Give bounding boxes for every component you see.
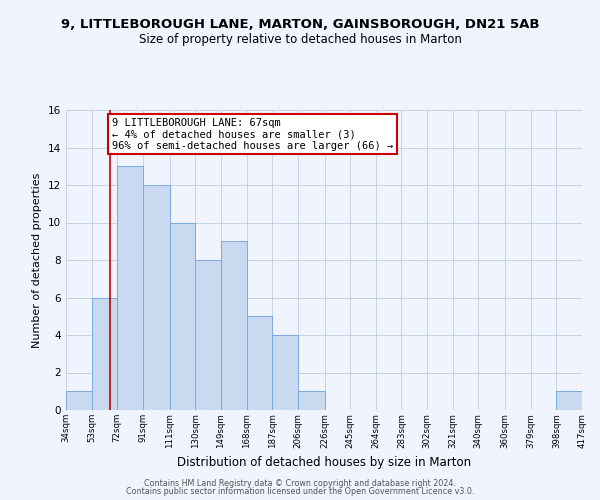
Y-axis label: Number of detached properties: Number of detached properties	[32, 172, 43, 348]
Text: Contains HM Land Registry data © Crown copyright and database right 2024.: Contains HM Land Registry data © Crown c…	[144, 478, 456, 488]
Text: Contains public sector information licensed under the Open Government Licence v3: Contains public sector information licen…	[126, 487, 474, 496]
Bar	[221, 242, 247, 410]
Bar	[117, 166, 143, 410]
Bar	[143, 185, 170, 410]
Text: 9 LITTLEBOROUGH LANE: 67sqm
← 4% of detached houses are smaller (3)
96% of semi-: 9 LITTLEBOROUGH LANE: 67sqm ← 4% of deta…	[112, 118, 393, 150]
Text: 9, LITTLEBOROUGH LANE, MARTON, GAINSBOROUGH, DN21 5AB: 9, LITTLEBOROUGH LANE, MARTON, GAINSBORO…	[61, 18, 539, 30]
X-axis label: Distribution of detached houses by size in Marton: Distribution of detached houses by size …	[177, 456, 471, 469]
Bar	[272, 335, 298, 410]
Bar	[170, 222, 196, 410]
Bar	[92, 298, 117, 410]
Text: Size of property relative to detached houses in Marton: Size of property relative to detached ho…	[139, 32, 461, 46]
Bar	[196, 260, 221, 410]
Bar	[66, 391, 92, 410]
Bar	[556, 391, 582, 410]
Bar	[298, 391, 325, 410]
Bar	[247, 316, 272, 410]
